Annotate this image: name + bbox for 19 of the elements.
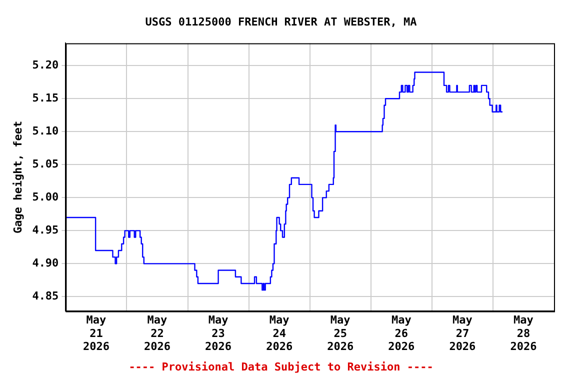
y-tick-label: 4.95 <box>32 224 59 237</box>
y-axis-title: Gage height, feet <box>11 120 24 234</box>
y-tick-label: 4.90 <box>32 256 59 270</box>
y-tick-label: 5.10 <box>32 124 59 138</box>
x-tick-label: May 25 2026 <box>327 314 354 354</box>
text: ---- Provisional Data Subject to Revision ---- <box>128 360 434 374</box>
y-tick-label: 5.20 <box>32 58 59 72</box>
x-tick-label: May 24 2026 <box>266 314 293 354</box>
x-tick-label: May 28 2026 <box>510 314 538 354</box>
x-tick-label: May 21 2026 <box>82 314 110 354</box>
x-tick-label: May 22 2026 <box>144 314 171 354</box>
y-tick-label: 5.05 <box>32 158 59 171</box>
y-tick-label: 4.85 <box>32 290 59 303</box>
x-tick-label: May 27 2026 <box>449 314 476 354</box>
x-tick-label: May 26 2026 <box>388 314 416 354</box>
y-tick-label: 5.15 <box>32 92 59 105</box>
chart-title: USGS 01125000 FRENCH RIVER AT WEBSTER, MA <box>145 15 418 28</box>
x-tick-label: May 23 2026 <box>205 314 232 354</box>
y-tick-label: 5.00 <box>32 190 59 204</box>
